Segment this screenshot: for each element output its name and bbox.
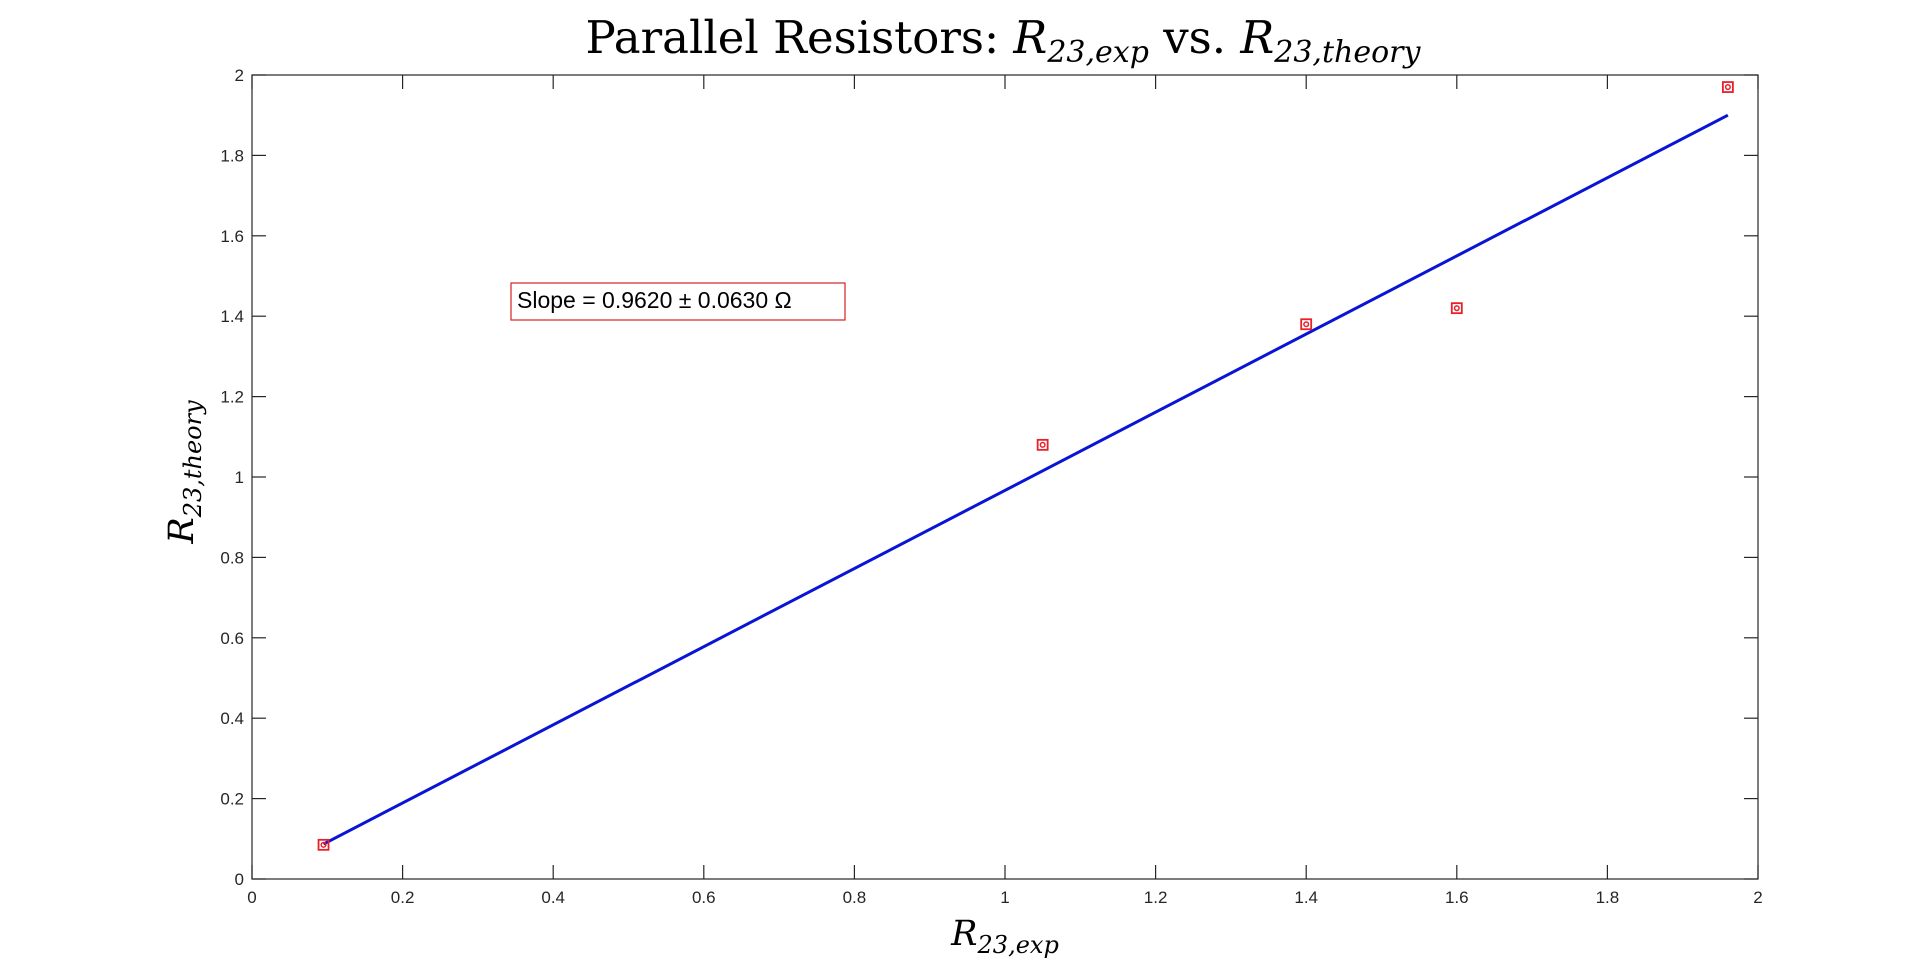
chart-title-var1: R [1012,11,1047,64]
x-tick-label: 1.8 [1596,888,1620,907]
y-tick-label: 0.6 [220,629,244,648]
y-tick-label: 0.2 [220,790,244,809]
x-tick-label: 0.4 [541,888,565,907]
data-point [1721,81,1734,93]
data-point [1450,302,1463,315]
x-tick-label: 1.4 [1294,888,1318,907]
x-tick-label: 0 [247,888,256,907]
y-tick-label: 0 [235,870,244,889]
chart-title-var2-sub: 23,theory [1273,35,1421,70]
x-tick-label: 0.8 [843,888,867,907]
fit-line [322,113,1729,846]
y-tick-label: 1.2 [220,388,244,407]
plot-area-frame [251,74,1759,880]
chart-title-var2: R [1239,11,1274,64]
slope-annotation-text: Slope = 0.9620 ± 0.0630 Ω [517,287,792,313]
data-point [1300,318,1313,331]
x-tick-label: 1.6 [1445,888,1469,907]
chart-title: Parallel Resistors: R23,exp vs. R23,theo… [586,11,1422,70]
chart-title-middle: vs. [1149,11,1240,64]
x-tick-label: 0.6 [692,888,716,907]
y-axis-label-base: R [162,517,202,544]
slope-annotation-box [510,282,846,321]
y-axis-label-sub: 23,theory [179,400,207,518]
x-axis-label-sub: 23,exp [977,931,1059,959]
y-tick-label: 1.6 [220,227,244,246]
x-axis-ticks: 0 0.2 0.4 0.6 0.8 1 1.2 1.4 1.6 1.8 2 [247,75,1763,907]
y-tick-label: 1.8 [220,146,244,165]
x-tick-label: 1.2 [1144,888,1168,907]
x-tick-label: 0.2 [391,888,415,907]
x-tick-label: 1 [1000,888,1009,907]
data-point [1036,438,1049,451]
y-tick-label: 1 [235,468,244,487]
y-tick-label: 0.8 [220,548,244,567]
y-tick-label: 2 [235,66,244,85]
data-point [317,838,330,851]
chart-title-var1-sub: 23,exp [1046,35,1149,70]
x-axis-label: R23,exp [950,914,1059,959]
chart-title-prefix: Parallel Resistors: [586,11,1014,64]
x-axis-label-base: R [950,914,977,954]
y-axis-label: R23,theory [162,400,207,545]
y-tick-label: 1.4 [220,307,244,326]
x-tick-label: 2 [1753,888,1762,907]
data-points [317,81,1734,851]
y-axis-ticks: 0 0.2 0.4 0.6 0.8 1 1.2 1.4 1.6 1.8 2 [220,66,1758,889]
slope-annotation: Slope = 0.9620 ± 0.0630 Ω [510,282,846,321]
y-tick-label: 0.4 [220,709,244,728]
